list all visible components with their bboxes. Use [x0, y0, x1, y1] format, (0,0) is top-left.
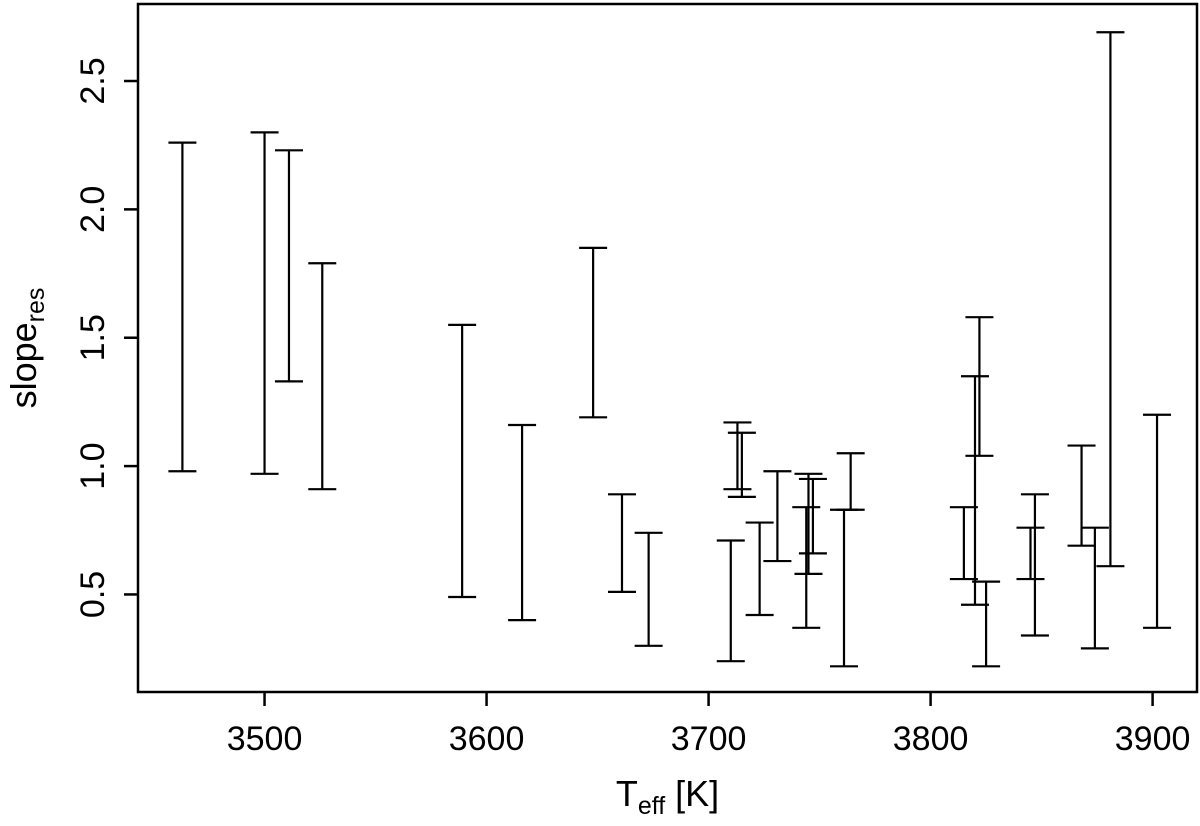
y-axis-label-sub: res — [22, 288, 50, 323]
error-bar — [792, 506, 821, 629]
error-bar — [1020, 493, 1049, 637]
y-axis-ticks: 0.5 1.0 1.5 2.0 2.5 — [74, 57, 138, 618]
x-tick-label: 3700 — [671, 720, 747, 758]
y-tick-label: 0.5 — [74, 571, 112, 618]
error-bar — [727, 431, 756, 498]
error-bar — [830, 508, 858, 668]
error-bar — [634, 531, 663, 647]
x-axis-ticks: 3500 3600 3700 3800 3900 — [227, 692, 1191, 758]
error-bar — [1067, 444, 1096, 547]
error-bar — [949, 506, 978, 581]
error-bar — [745, 521, 774, 617]
error-bar — [579, 246, 608, 419]
error-bar — [250, 131, 279, 475]
error-bar — [448, 323, 477, 599]
error-bar — [607, 493, 636, 593]
y-axis-label-main: slope — [3, 322, 44, 408]
error-bar — [1096, 31, 1125, 568]
error-bar — [965, 316, 994, 457]
x-tick-label: 3600 — [449, 720, 525, 758]
y-tick-label: 1.0 — [74, 442, 112, 489]
y-tick-label: 2.5 — [74, 57, 112, 104]
error-bar — [274, 149, 303, 383]
plot-frame — [136, 2, 1199, 694]
error-bar — [168, 141, 197, 473]
y-tick-label: 2.0 — [74, 186, 112, 233]
error-bars — [168, 31, 1172, 668]
error-bar — [763, 470, 792, 563]
error-bar — [798, 477, 827, 555]
error-bar — [794, 472, 823, 576]
y-axis-label: sloperes — [3, 288, 50, 409]
error-bar — [972, 580, 1001, 668]
x-tick-label: 3500 — [227, 720, 303, 758]
y-tick-label: 1.5 — [74, 314, 112, 361]
error-bar — [836, 452, 865, 511]
x-axis-label-main: T — [616, 773, 638, 814]
error-bar — [716, 539, 745, 663]
error-bar — [1016, 526, 1045, 581]
error-bar — [308, 262, 337, 491]
error-bar — [960, 375, 989, 606]
x-tick-label: 3800 — [893, 720, 969, 758]
error-bar — [1143, 413, 1172, 629]
x-axis-label-suffix: [K] — [665, 773, 719, 814]
x-tick-label: 3900 — [1115, 720, 1191, 758]
error-bar — [1080, 526, 1109, 650]
error-bar — [508, 423, 537, 622]
x-axis-label-sub: eff — [638, 792, 665, 820]
x-axis-label: Teff [K] — [616, 773, 719, 820]
